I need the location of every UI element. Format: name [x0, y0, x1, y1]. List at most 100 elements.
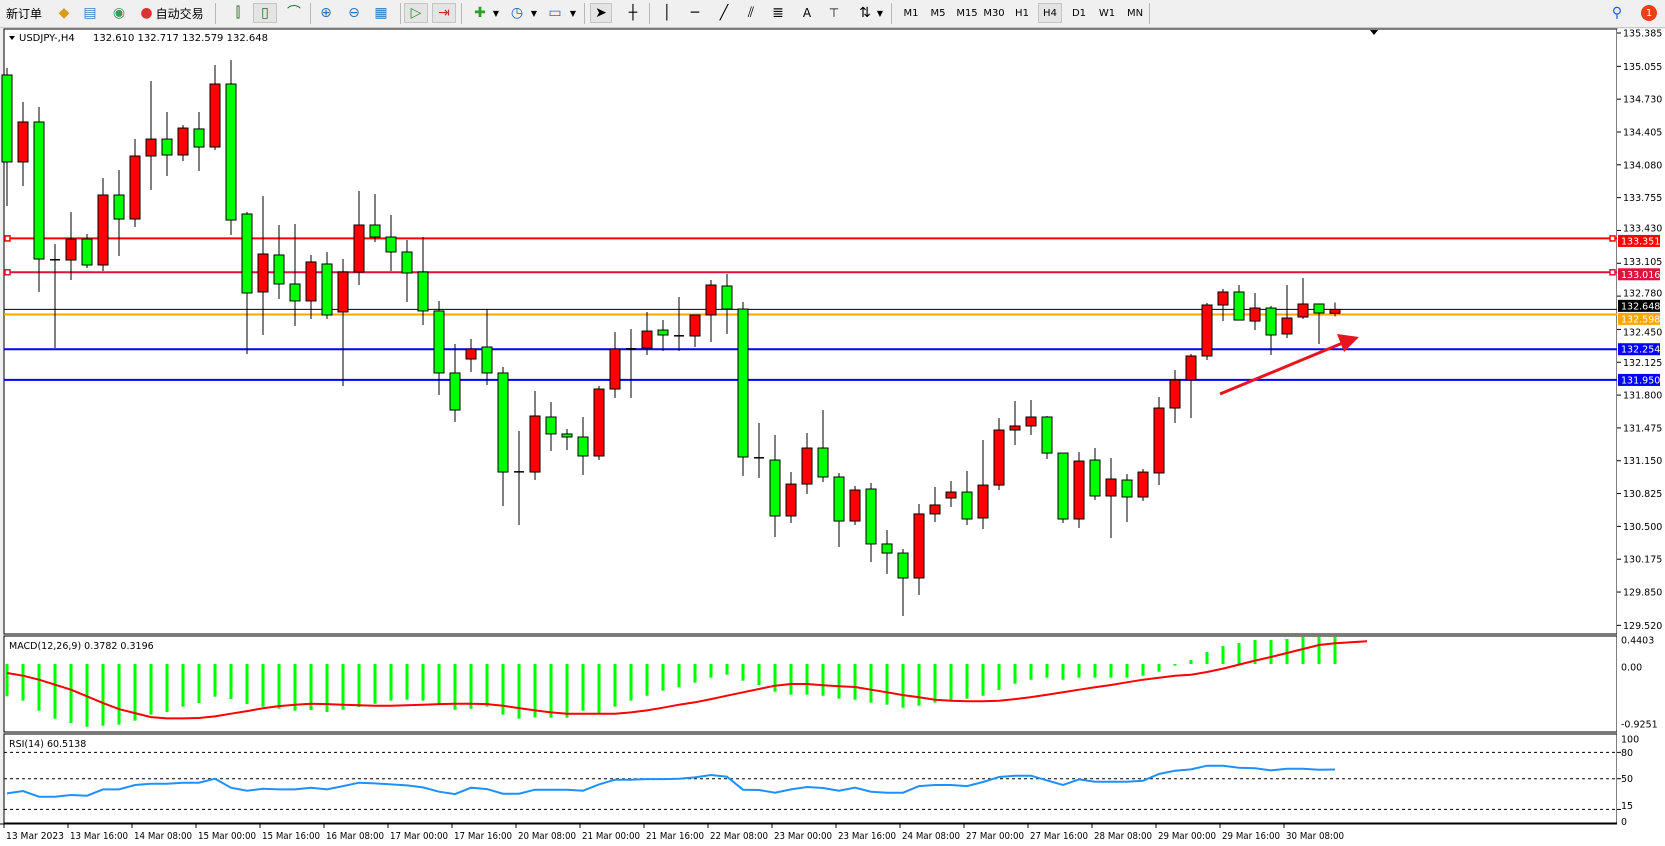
arrows-dropdown[interactable]: ▼ — [876, 8, 884, 18]
autotrading-icon: ● — [140, 5, 153, 21]
candle-body — [561, 433, 573, 438]
crosshair-button[interactable]: ┼ — [622, 3, 644, 23]
autotrading-button[interactable]: ● 自动交易 — [136, 3, 208, 23]
macd-histogram-bar — [357, 664, 361, 708]
candle-body — [321, 263, 333, 316]
candlestick-button[interactable]: ▯ — [253, 3, 277, 23]
time-tick-label: 15 Mar 00:00 — [198, 831, 256, 842]
line-chart-button[interactable]: ⌒ — [283, 3, 305, 23]
vertical-line-button[interactable]: │ — [656, 3, 678, 23]
candle — [97, 178, 109, 271]
level-handle-left[interactable] — [4, 235, 11, 242]
price-tick-label: 130.175 — [1623, 555, 1662, 566]
text-icon: A — [802, 6, 812, 20]
candle — [929, 486, 941, 523]
notification-button[interactable]: 1 — [1638, 3, 1660, 23]
timeframe-m15-button[interactable]: M15 — [956, 7, 978, 19]
signals-button[interactable]: ◉ — [109, 3, 129, 23]
candle — [1041, 415, 1053, 460]
level-price-tag: 133.351 — [1621, 236, 1660, 247]
indicators-icon: ✚ — [474, 5, 486, 21]
indicators-dropdown[interactable]: ▼ — [492, 8, 500, 18]
horizontal-line-button[interactable]: ─ — [684, 3, 706, 23]
cursor-button[interactable]: ➤ — [590, 3, 612, 23]
zoom-in-button[interactable]: ⊕ — [315, 3, 337, 23]
price-tick-label: 135.055 — [1623, 62, 1662, 73]
macd-histogram-bar — [517, 664, 521, 719]
candle — [1233, 284, 1245, 321]
search-button[interactable]: ⚲ — [1606, 3, 1628, 23]
macd-histogram-bar — [933, 664, 937, 703]
chart-shift-button[interactable]: ⇥ — [432, 3, 456, 23]
price-axis[interactable] — [1617, 29, 1665, 824]
candle-body — [1281, 317, 1293, 335]
timeframe-mn-button[interactable]: MN — [1126, 7, 1144, 19]
market-watch-button[interactable]: ◆ — [54, 3, 74, 23]
candle-body — [337, 271, 349, 313]
chart-window[interactable]: 135.385 135.055 134.730 134.405 134.080 133.7… — [0, 28, 1665, 846]
candle — [481, 309, 493, 385]
level-handle-left[interactable] — [4, 269, 11, 276]
macd-histogram-bar — [1061, 664, 1065, 680]
macd-histogram-bar — [261, 664, 265, 707]
candle-body — [1185, 355, 1197, 381]
timeframe-m30-button[interactable]: M30 — [983, 7, 1005, 19]
macd-histogram-bar — [1269, 640, 1273, 664]
main-pane[interactable] — [3, 28, 1618, 635]
time-tick-label: 27 Mar 00:00 — [966, 831, 1024, 842]
bar-chart-button[interactable]: ⫿ — [227, 3, 249, 23]
candle-body — [641, 330, 653, 349]
price-tick-label: 131.150 — [1623, 456, 1662, 467]
candle-body — [1249, 307, 1261, 322]
fibonacci-button[interactable]: ≣ — [767, 3, 789, 23]
tile-windows-button[interactable]: ▦ — [370, 3, 392, 23]
candle-body — [769, 459, 781, 517]
zoom-out-button[interactable]: ⊖ — [343, 3, 365, 23]
candle — [1121, 473, 1133, 523]
price-tick-label: 134.730 — [1623, 95, 1662, 106]
trend-arrow[interactable] — [1219, 334, 1359, 396]
new-order-button[interactable]: 新订单 — [2, 3, 46, 23]
timeframe-d1-button[interactable]: D1 — [1071, 7, 1087, 19]
macd-histogram-bar — [37, 664, 41, 711]
level-handle-right[interactable] — [1609, 269, 1616, 276]
navigator-button[interactable]: ▤ — [80, 3, 100, 23]
timeframe-m5-button[interactable]: M5 — [930, 7, 946, 19]
timeframe-w1-button[interactable]: W1 — [1098, 7, 1116, 19]
auto-scroll-button[interactable]: ▷ — [404, 3, 428, 23]
zoom-out-icon: ⊖ — [348, 5, 360, 21]
level-price-tag: 132.598 — [1621, 314, 1660, 325]
equidistant-channel-icon: ⫽ — [747, 5, 755, 21]
bar-chart-icon: ⫿ — [235, 5, 241, 21]
trendline-button[interactable]: ╱ — [713, 3, 735, 23]
templates-dropdown[interactable]: ▼ — [569, 8, 577, 18]
price-tick-label: 132.450 — [1623, 327, 1662, 338]
periods-dropdown[interactable]: ▼ — [530, 8, 538, 18]
macd-histogram-bar — [1189, 660, 1193, 664]
level-price-tag-bg — [1618, 312, 1660, 325]
axis-labels: 135.385 135.055 134.730 134.405 134.080 133.7… — [3, 29, 1662, 842]
macd-histogram-bar — [437, 664, 441, 706]
timeframe-h1-button[interactable]: H1 — [1015, 7, 1029, 19]
candle — [689, 314, 701, 348]
templates-button[interactable]: ▭ — [544, 3, 566, 23]
vertical-line-icon: │ — [662, 5, 672, 21]
timeframe-h4-button[interactable]: H4 — [1038, 3, 1062, 23]
timeframe-m1-button[interactable]: M1 — [903, 7, 919, 19]
time-axis[interactable] — [0, 824, 1665, 846]
macd-histogram-bar — [21, 664, 25, 701]
text-label-button[interactable]: ⊤ — [823, 3, 845, 23]
chart-shift-marker[interactable] — [1370, 30, 1378, 35]
equidistant-channel-button[interactable]: ⫽ — [740, 3, 762, 23]
autotrading-label: 自动交易 — [155, 6, 204, 21]
arrows-button[interactable]: ⇅ — [854, 3, 876, 23]
text-button[interactable]: A — [796, 3, 818, 23]
periods-button[interactable]: ◷ — [506, 3, 528, 23]
indicators-button[interactable]: ✚ — [469, 3, 491, 23]
toolbar-separator — [584, 3, 585, 24]
macd-histogram-bar — [965, 664, 969, 699]
macd-histogram-bar — [117, 664, 121, 725]
macd-histogram-bar — [549, 664, 553, 718]
level-handle-right[interactable] — [1609, 235, 1616, 242]
macd-histogram-bar — [245, 664, 249, 705]
